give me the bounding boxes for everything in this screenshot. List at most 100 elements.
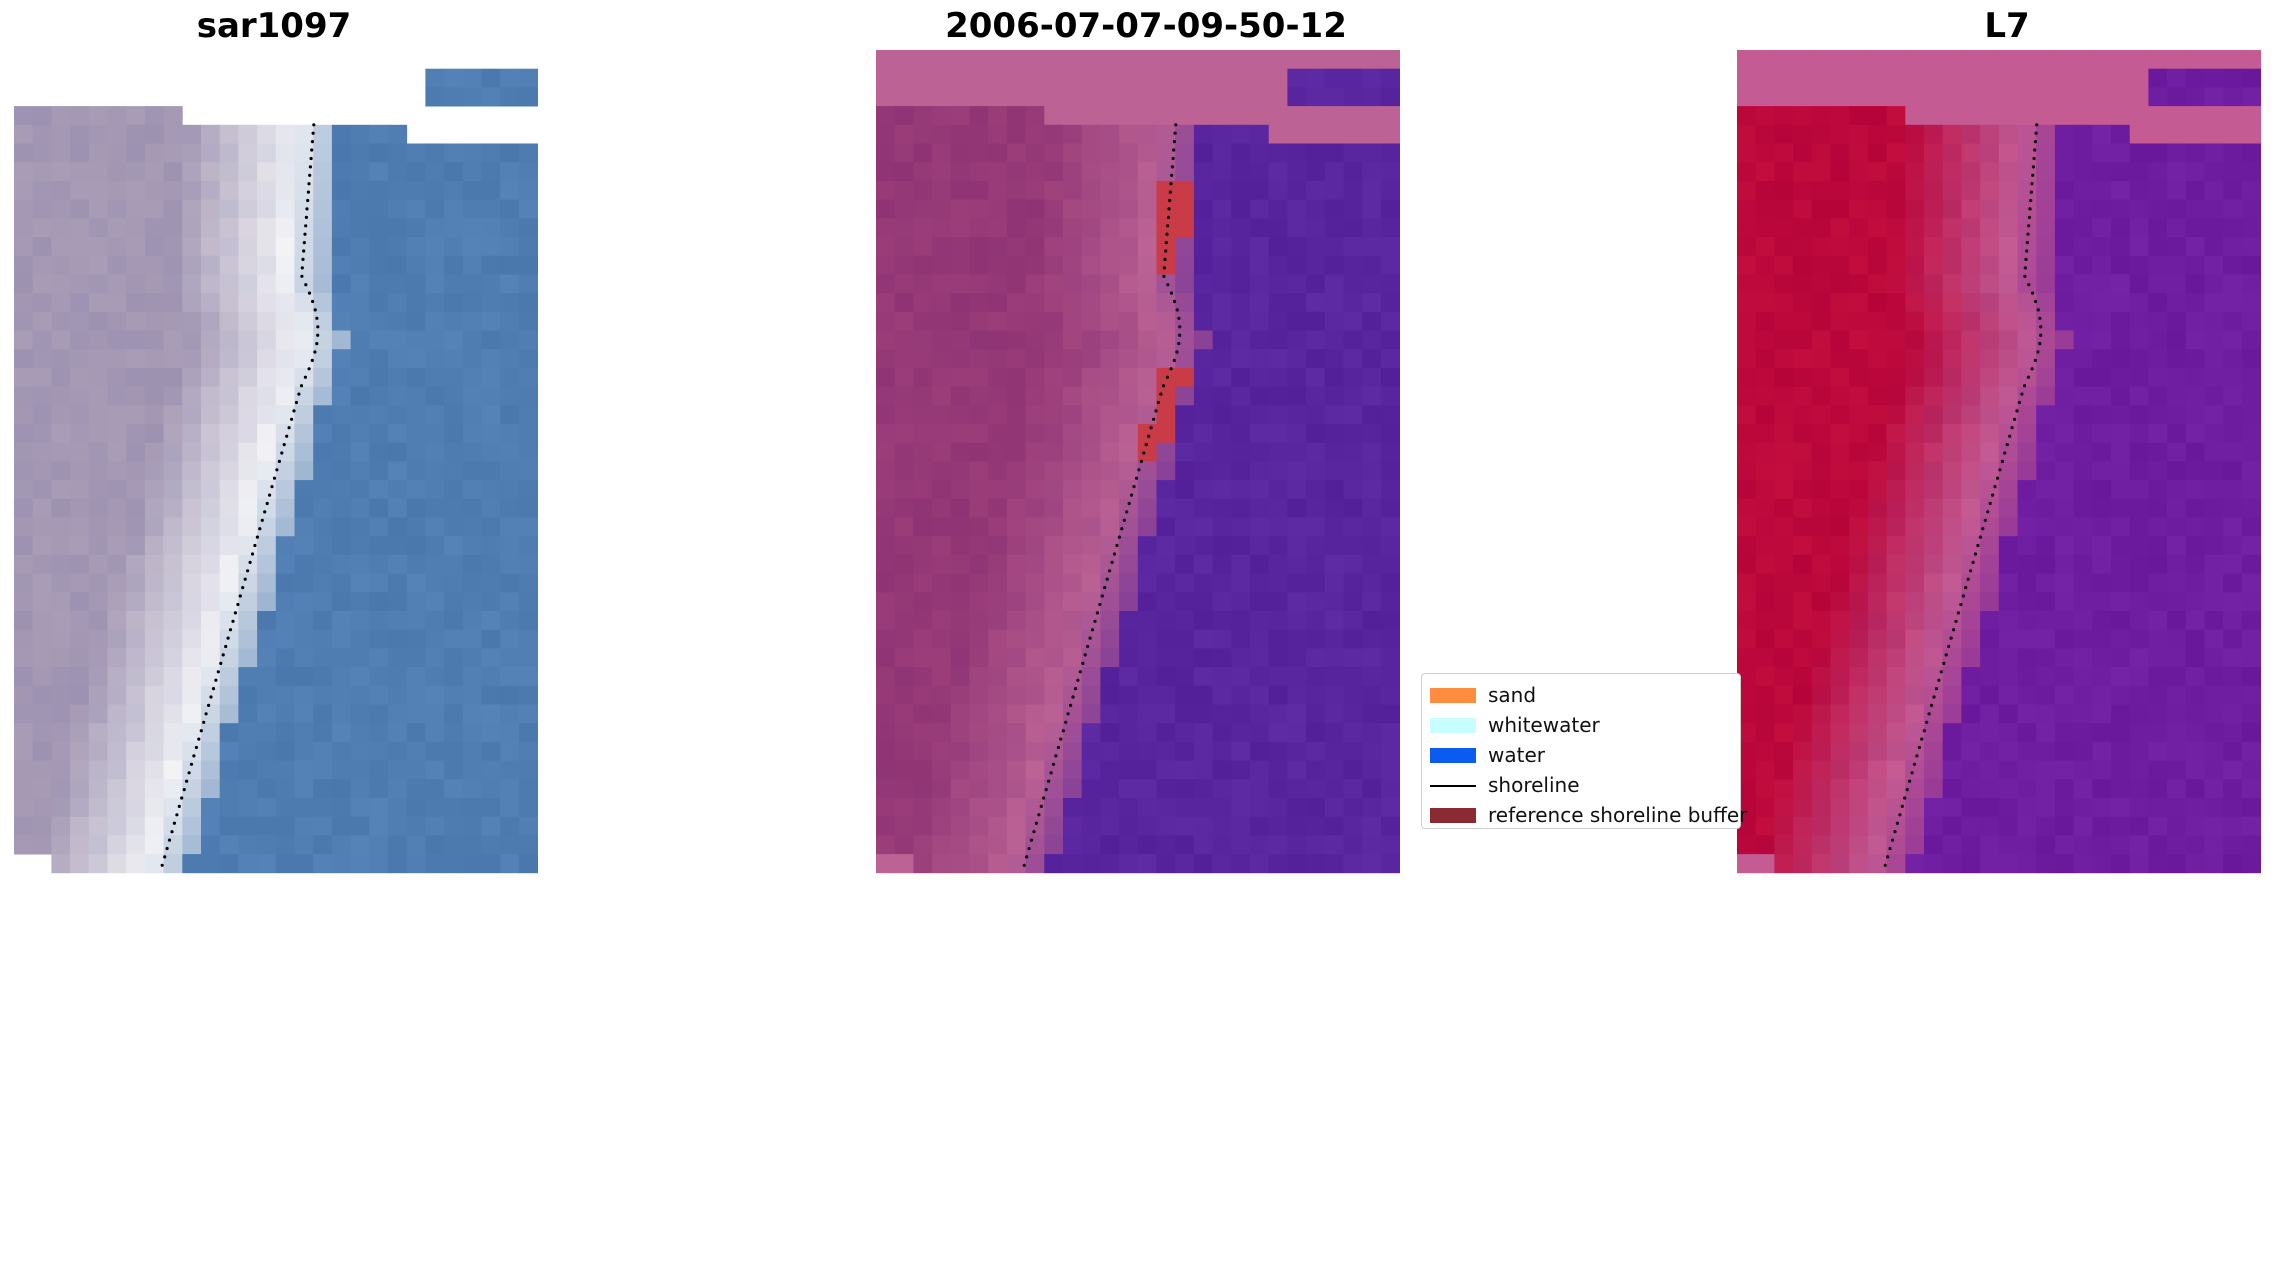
image-pixel (1998, 685, 2018, 705)
image-pixel (2167, 723, 2187, 743)
image-pixel (201, 367, 221, 387)
image-pixel (1006, 255, 1026, 275)
image-pixel (425, 685, 445, 705)
image-pixel (2167, 180, 2187, 200)
shoreline-point (307, 291, 312, 295)
image-pixel (369, 685, 389, 705)
image-pixel (1212, 87, 1232, 107)
image-pixel (481, 180, 501, 200)
image-pixel (257, 741, 277, 761)
image-pixel (1100, 461, 1120, 481)
image-pixel (2129, 667, 2149, 687)
image-pixel (313, 218, 333, 238)
image-pixel (1268, 255, 1288, 275)
image-pixel (163, 405, 183, 425)
image-pixel (1998, 274, 2018, 294)
image-pixel (1306, 124, 1326, 144)
image-pixel (1063, 573, 1083, 593)
image-pixel (950, 536, 970, 556)
image-pixel (1343, 685, 1363, 705)
image-pixel (1212, 573, 1232, 593)
image-pixel (500, 741, 520, 761)
image-pixel (1849, 405, 1869, 425)
image-pixel (932, 648, 952, 668)
image-pixel (1849, 274, 1869, 294)
shoreline-point (1893, 830, 1897, 834)
image-pixel (1324, 685, 1344, 705)
image-pixel (894, 293, 914, 313)
image-pixel (2129, 180, 2149, 200)
image-pixel (2167, 274, 2187, 294)
image-pixel (913, 405, 933, 425)
image-pixel (500, 274, 520, 294)
image-pixel (88, 162, 108, 182)
image-pixel (2111, 685, 2131, 705)
image-pixel (219, 779, 239, 799)
image-pixel (201, 180, 221, 200)
image-pixel (1924, 798, 1944, 818)
image-pixel (1905, 293, 1925, 313)
image-pixel (932, 424, 952, 444)
image-pixel (2111, 760, 2131, 780)
shoreline-point (214, 678, 218, 682)
image-pixel (1081, 461, 1101, 481)
image-pixel (1193, 517, 1213, 537)
image-pixel (1212, 405, 1232, 425)
image-pixel (2073, 50, 2093, 70)
image-pixel (2036, 536, 2056, 556)
image-pixel (1811, 498, 1831, 518)
image-pixel (950, 629, 970, 649)
image-pixel (2092, 87, 2112, 107)
image-pixel (462, 349, 482, 369)
image-pixel (32, 498, 52, 518)
image-pixel (331, 367, 351, 387)
image-pixel (1287, 760, 1307, 780)
image-pixel (294, 760, 314, 780)
image-pixel (1867, 218, 1887, 238)
image-pixel (1156, 592, 1176, 612)
image-pixel (1362, 199, 1382, 219)
image-pixel (988, 124, 1008, 144)
image-pixel (500, 180, 520, 200)
image-pixel (1324, 648, 1344, 668)
image-pixel (1980, 424, 2000, 444)
image-pixel (257, 685, 277, 705)
image-pixel (32, 517, 52, 537)
image-pixel (350, 424, 370, 444)
image-pixel (2036, 480, 2056, 500)
image-pixel (969, 685, 989, 705)
image-pixel (1886, 611, 1906, 631)
image-pixel (369, 854, 389, 874)
image-pixel (913, 311, 933, 331)
image-pixel (1362, 124, 1382, 144)
image-pixel (1044, 573, 1064, 593)
image-pixel (2185, 293, 2205, 313)
image-pixel (2054, 424, 2074, 444)
image-pixel (1324, 405, 1344, 425)
image-pixel (1755, 180, 1775, 200)
image-pixel (1774, 816, 1794, 836)
image-pixel (894, 87, 914, 107)
image-pixel (1737, 517, 1757, 537)
image-pixel (2111, 218, 2131, 238)
image-pixel (2241, 424, 2261, 444)
image-pixel (1343, 554, 1363, 574)
image-pixel (425, 760, 445, 780)
image-pixel (1193, 50, 1213, 70)
image-pixel (1250, 162, 1270, 182)
image-pixel (1006, 854, 1026, 874)
image-pixel (1867, 461, 1887, 481)
image-pixel (1081, 405, 1101, 425)
image-pixel (238, 255, 258, 275)
image-pixel (2054, 442, 2074, 462)
image-pixel (444, 741, 464, 761)
image-pixel (1119, 498, 1139, 518)
shoreline-point (1154, 409, 1158, 413)
image-pixel (275, 442, 295, 462)
image-pixel (969, 162, 989, 182)
image-pixel (1886, 835, 1906, 855)
image-pixel (1942, 237, 1962, 257)
image-pixel (2241, 704, 2261, 724)
image-pixel (51, 218, 71, 238)
image-pixel (182, 685, 202, 705)
